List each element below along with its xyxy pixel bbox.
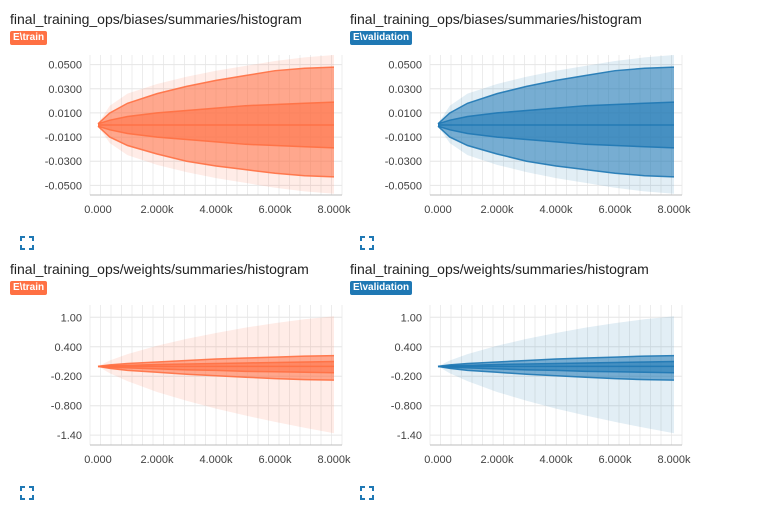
series-line-max <box>97 66 335 125</box>
y-tick-label: -0.0300 <box>385 156 422 168</box>
y-tick-label: -0.0300 <box>45 156 82 168</box>
histogram-chart: 0.0500 0.0300 0.0100 -0.0100 -0.0300 -0.05000… <box>45 55 351 216</box>
fullscreen-icon[interactable] <box>18 484 36 502</box>
x-tick-label: 0.000 <box>84 204 112 216</box>
y-tick-label: -0.200 <box>391 371 422 383</box>
y-tick-label: -0.800 <box>391 401 422 413</box>
card-title: final_training_ops/weights/summaries/his… <box>10 261 309 277</box>
x-tick-label: 6.000k <box>598 204 632 216</box>
histogram-chart: 0.0500 0.0300 0.0100 -0.0100 -0.0300 -0.05000… <box>385 55 691 216</box>
series-line-upper-quartile <box>97 101 335 125</box>
x-tick-label: 6.000k <box>258 454 292 466</box>
x-tick-label: 4.000k <box>539 204 573 216</box>
y-tick-label: 0.0300 <box>388 84 422 96</box>
series-line-lower-quartile <box>437 125 675 149</box>
y-tick-label: -0.0100 <box>45 132 82 144</box>
y-tick-label: -1.40 <box>397 430 422 442</box>
series-line-max <box>437 354 675 368</box>
y-tick-label: 0.0300 <box>48 84 82 96</box>
y-tick-label: -0.0500 <box>385 180 422 192</box>
card-title: final_training_ops/weights/summaries/his… <box>350 261 649 277</box>
x-tick-label: 2.000k <box>480 454 514 466</box>
y-tick-label: 0.0500 <box>388 60 422 72</box>
x-tick-label: 2.000k <box>140 454 174 466</box>
histogram-card: final_training_ops/weights/summaries/his… <box>350 261 691 511</box>
run-badge: E\train <box>10 281 48 295</box>
x-tick-label: 0.000 <box>424 454 452 466</box>
card-title: final_training_ops/biases/summaries/hist… <box>350 11 642 27</box>
y-tick-label: -0.800 <box>51 401 82 413</box>
y-tick-label: 1.00 <box>61 312 82 324</box>
series-line-lower-quartile <box>97 125 335 149</box>
series-line-min <box>97 125 335 178</box>
x-tick-label: 6.000k <box>258 204 292 216</box>
fullscreen-icon[interactable] <box>18 234 36 252</box>
histogram-card: final_training_ops/biases/summaries/hist… <box>350 11 691 261</box>
series-line-min <box>437 125 675 178</box>
x-tick-label: 4.000k <box>539 454 573 466</box>
y-tick-label: 0.0100 <box>48 108 82 120</box>
fullscreen-icon[interactable] <box>358 234 376 252</box>
x-tick-label: 0.000 <box>84 454 112 466</box>
x-tick-label: 4.000k <box>199 204 233 216</box>
x-tick-label: 4.000k <box>199 454 233 466</box>
card-title: final_training_ops/biases/summaries/hist… <box>10 11 302 27</box>
series-line-min <box>437 365 675 381</box>
series-line-lower-quartile <box>437 365 675 374</box>
y-tick-label: -0.0100 <box>385 132 422 144</box>
run-badge: E\train <box>10 31 48 45</box>
x-tick-label: 8.000k <box>657 204 691 216</box>
x-tick-label: 8.000k <box>317 454 351 466</box>
series-line-min <box>97 365 335 381</box>
y-tick-label: 0.0500 <box>48 60 82 72</box>
series-line-max <box>437 66 675 125</box>
y-tick-label: 0.400 <box>394 342 422 354</box>
series-line-max <box>97 354 335 368</box>
series-line-upper-quartile <box>437 101 675 125</box>
x-tick-label: 8.000k <box>657 454 691 466</box>
series-line-lower-quartile <box>97 365 335 374</box>
histogram-chart: 1.00 0.400 -0.200 -0.800 -1.400.000 2.000k 4.0… <box>51 305 351 466</box>
run-badge: E\validation <box>350 281 413 295</box>
x-tick-label: 2.000k <box>480 204 514 216</box>
y-tick-label: -0.200 <box>51 371 82 383</box>
y-tick-label: 1.00 <box>401 312 422 324</box>
y-tick-label: -0.0500 <box>45 180 82 192</box>
x-tick-label: 2.000k <box>140 204 174 216</box>
x-tick-label: 6.000k <box>598 454 632 466</box>
y-tick-label: -1.40 <box>57 430 82 442</box>
histogram-card: final_training_ops/biases/summaries/hist… <box>10 11 351 261</box>
fullscreen-icon[interactable] <box>358 484 376 502</box>
x-tick-label: 8.000k <box>317 204 351 216</box>
histogram-card: final_training_ops/weights/summaries/his… <box>10 261 351 511</box>
histogram-chart: 1.00 0.400 -0.200 -0.800 -1.400.000 2.000k 4.0… <box>391 305 691 466</box>
y-tick-label: 0.0100 <box>388 108 422 120</box>
x-tick-label: 0.000 <box>424 204 452 216</box>
run-badge: E\validation <box>350 31 413 45</box>
y-tick-label: 0.400 <box>54 342 82 354</box>
